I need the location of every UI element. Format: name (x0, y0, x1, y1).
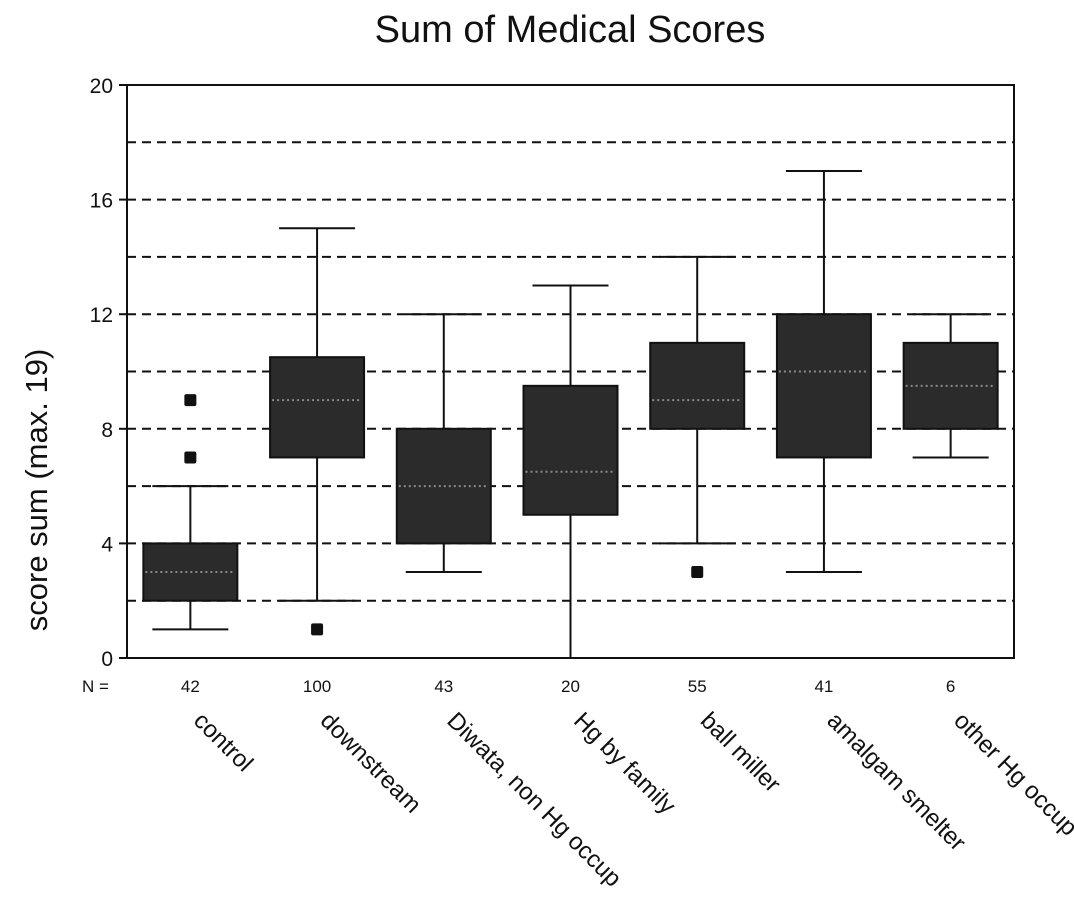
box-6 (775, 169, 872, 574)
y-tick-label: 12 (90, 304, 113, 327)
box-4 (522, 284, 619, 659)
box-3 (395, 313, 492, 574)
chart-title: Sum of Medical Scores (375, 9, 766, 51)
n-value: 42 (181, 677, 200, 696)
y-tick-label: 16 (90, 190, 113, 213)
plot-frame (126, 84, 1015, 659)
outlier-point (184, 451, 197, 464)
y-axis-label: score sum (max. 19) (19, 349, 54, 632)
category-label: control (188, 707, 258, 777)
n-value: 43 (434, 677, 453, 696)
outlier-point (184, 394, 197, 407)
n-label: N = (82, 677, 109, 696)
category-label: ball miller (695, 707, 786, 798)
category-label: other Hg occup (948, 707, 1074, 841)
box-5 (649, 255, 746, 579)
box-2 (269, 227, 366, 636)
category-label: Hg by family (568, 707, 680, 819)
outlier-point (311, 623, 324, 636)
y-tick-label: 20 (90, 75, 113, 98)
iqr-box (649, 341, 746, 430)
y-tick-label: 8 (101, 419, 113, 442)
n-value: 100 (303, 677, 331, 696)
outlier-point (691, 566, 704, 579)
n-value: 41 (814, 677, 833, 696)
y-tick-label: 4 (101, 533, 113, 556)
category-label: downstream (315, 707, 427, 819)
iqr-box (775, 313, 872, 459)
n-value: 6 (946, 677, 955, 696)
n-value: 20 (561, 677, 580, 696)
iqr-box (269, 356, 366, 459)
y-ticks: 0 4 8 12 16 20 (90, 75, 127, 671)
category-labels: control downstream Diwata, non Hg occupHg … (188, 707, 1074, 892)
box-7 (902, 313, 999, 459)
boxes (142, 169, 999, 659)
box-1 (142, 394, 239, 631)
y-tick-label: 0 (101, 648, 113, 671)
iqr-box (522, 384, 619, 516)
n-value: 55 (688, 677, 707, 696)
sample-sizes: 42 100 43 20 55 41 6 (181, 677, 955, 696)
category-label: amalgam smelter (822, 707, 971, 856)
